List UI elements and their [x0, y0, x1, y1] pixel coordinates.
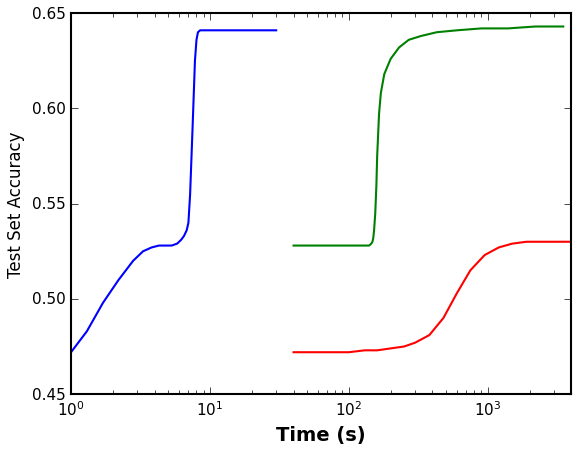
Y-axis label: Test Set Accuracy: Test Set Accuracy — [7, 131, 25, 277]
X-axis label: Time (s): Time (s) — [276, 425, 366, 444]
